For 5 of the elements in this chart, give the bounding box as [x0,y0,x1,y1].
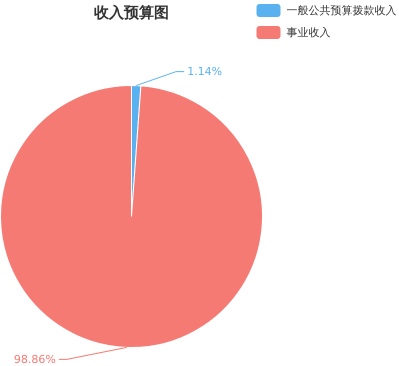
legend-label: 事业收入 [286,26,330,39]
data-label: 98.86% [14,352,56,366]
data-label: 1.14% [187,65,222,78]
legend-label: 一般公共预算拨款收入 [286,4,396,17]
chart-title: 收入预算图 [94,4,169,22]
